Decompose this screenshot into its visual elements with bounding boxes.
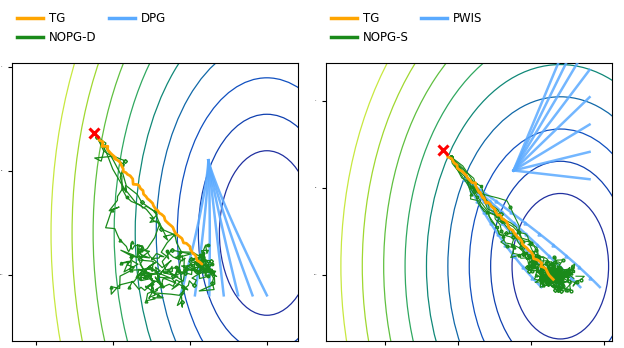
Legend: TG, NOPG-D, DPG: TG, NOPG-D, DPG bbox=[12, 7, 170, 49]
Legend: TG, NOPG-S, PWIS: TG, NOPG-S, PWIS bbox=[326, 7, 487, 49]
